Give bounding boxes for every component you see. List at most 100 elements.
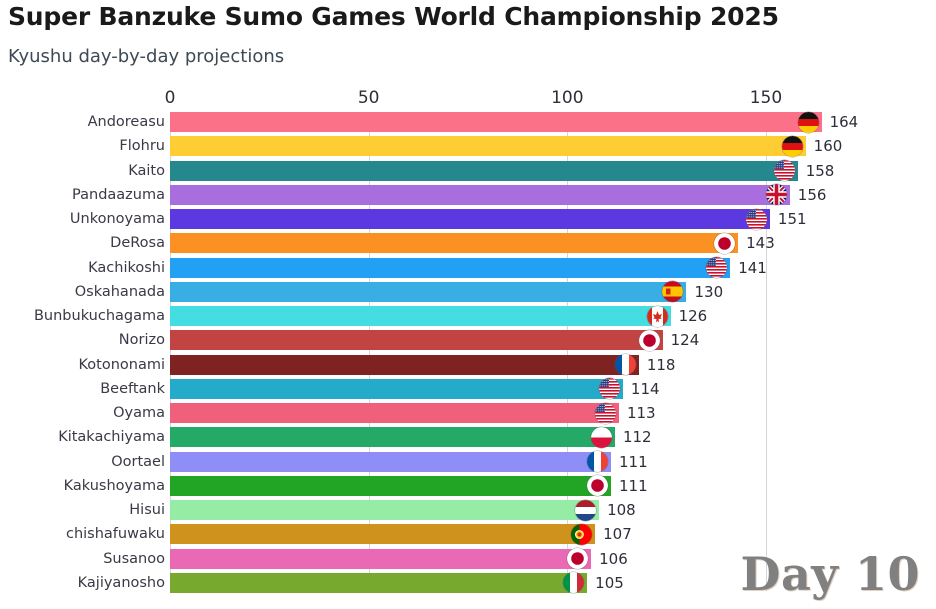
bar-category-label: Oskahanada [74,283,165,300]
bar [170,451,611,472]
bar-category-label: Bunbukuchagama [33,308,165,325]
flag-icon-pt [571,523,593,545]
x-axis-tick-label: 0 [164,88,176,108]
bar [170,403,619,424]
bar-value-label: 111 [619,476,648,495]
flag-icon-us [598,378,620,400]
bar-row: Kakushoyama 111 [0,475,936,497]
bar-category-label: Andoreasu [87,114,165,130]
bar-value-label: 141 [738,258,767,277]
bar-row: Kotononami 118 [0,354,936,376]
bar-row: Pandaazuma 156 [0,184,936,206]
bar [170,136,806,157]
bar-value-label: 130 [694,282,724,301]
bar-value-label: 105 [595,573,624,592]
bar [170,209,770,230]
bar-category-label: Kakushoyama [63,477,165,494]
bar-value-label: 124 [670,331,700,350]
bar [170,233,739,254]
bar-row: Unkonoyama 151 [0,208,936,230]
bar [170,306,671,327]
bar [170,378,623,399]
gridline-150 [765,112,767,591]
bar-row: Oskahanada 130 [0,281,936,303]
flag-icon-jp [587,475,608,497]
bar [170,160,798,181]
flag-icon-us [745,208,767,230]
bar-value-label: 126 [678,307,708,326]
flag-icon-jp [714,232,736,254]
bar-value-label: 108 [607,501,636,520]
bar-value-label: 151 [777,210,807,229]
flag-icon-us [773,160,795,182]
bar-row: Oyama 113 [0,402,936,424]
x-axis-tick-label: 50 [357,88,380,108]
bar-row: Kachikoshi 141 [0,257,936,279]
bar [170,354,639,375]
page-subtitle: Kyushu day-by-day projections [8,46,285,67]
flag-icon-us [594,402,616,424]
bar-value-label: 118 [646,355,676,374]
flag-icon-jp [567,548,589,570]
gridline-50 [368,112,370,591]
page-title: Super Banzuke Sumo Games World Champions… [8,2,779,31]
bar [170,524,596,545]
bar-value-label: 114 [630,379,660,398]
bar-category-label: Oyama [113,405,165,422]
bar-row: Oortael 111 [0,451,936,473]
bar-value-label: 107 [603,525,632,544]
x-axis-tick-label: 150 [749,88,783,108]
bar-category-label: Kachikoshi [88,259,165,276]
bar [170,281,687,302]
bar-category-label: Kotononami [78,356,165,373]
flag-icon-fr [587,451,608,473]
bar-row: Beeftank 114 [0,378,936,400]
bar-row: DeRosa 143 [0,232,936,254]
bar-row: Kajiyanosho 105 [0,572,936,594]
flag-icon-de [797,111,819,133]
bar-row: Norizo 124 [0,329,936,351]
x-axis-tick-label: 100 [551,88,584,108]
bar-category-label: Hisui [129,502,165,519]
bar [170,572,588,593]
bar-category-label: Norizo [118,332,165,349]
bar-category-label: Kaito [128,162,165,179]
bar-row: Susanoo 106 [0,548,936,570]
bar [170,427,615,448]
bar [170,475,611,496]
bar-value-label: 160 [813,137,843,156]
bar-value-label: 112 [622,428,652,447]
bar-row: Kaito 158 [0,160,936,182]
bar-row: Bunbukuchagama 126 [0,305,936,327]
bar [170,184,790,205]
bar [170,548,592,569]
bar-value-label: 111 [619,452,648,471]
bar-category-label: chishafuwaku [65,526,165,543]
bar-category-label: Oortael [111,453,165,470]
bar-category-label: Kajiyanosho [77,574,165,591]
flag-icon-pl [590,426,612,448]
flag-icon-gb [765,184,787,206]
flag-icon-de [781,135,803,157]
bar-value-label: 106 [599,549,628,568]
bar-category-label: Beeftank [100,380,165,397]
bar-value-label: 156 [797,185,827,204]
gridline-0 [170,112,171,591]
bar [170,257,731,278]
bar-row: Andoreasu 164 [0,111,936,133]
bar-category-label: DeRosa [110,235,165,252]
bar-category-label: Kitakachiyama [58,429,165,446]
bar-row: chishafuwaku 107 [0,523,936,545]
bar [170,500,600,521]
bar [170,330,663,351]
bar-row: Kitakachiyama 112 [0,426,936,448]
bar-value-label: 164 [829,113,859,131]
flag-icon-es [662,281,684,303]
bar-category-label: Unkonoyama [69,211,165,228]
flag-icon-ca [646,305,668,327]
flag-icon-us [706,257,728,279]
flag-icon-it [563,572,585,594]
bar-value-label: 158 [805,161,835,180]
bar [170,112,822,132]
